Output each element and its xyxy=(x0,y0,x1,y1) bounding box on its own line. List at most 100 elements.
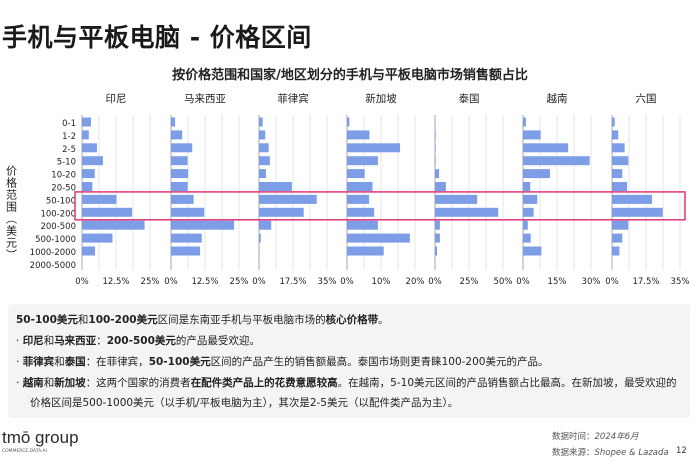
tick-label: 50% xyxy=(494,277,513,287)
bar-泰国-2-5 xyxy=(435,143,436,153)
bar-菲律宾-500-1000 xyxy=(259,233,261,243)
bar-六国-10-20 xyxy=(612,169,623,179)
tick-label: 12.5% xyxy=(191,277,218,287)
finding-emphasis: 泰国 xyxy=(64,356,86,368)
logo-text: tmō group xyxy=(2,428,79,447)
bar-菲律宾-100-200 xyxy=(259,207,304,217)
tick-label: 20% xyxy=(406,277,425,287)
bar-泰国-1-2 xyxy=(435,130,436,140)
tick-label: 17.5% xyxy=(632,277,659,287)
finding-emphasis: 马来西亚 xyxy=(54,335,97,347)
bar-新加坡-50-100 xyxy=(347,194,370,204)
bar-印尼-5-10 xyxy=(82,156,103,166)
finding-text: · xyxy=(16,335,23,347)
bar-新加坡-20-50 xyxy=(347,182,373,191)
bar-六国-100-200 xyxy=(612,207,663,217)
bar-印尼-10-20 xyxy=(82,169,95,179)
bar-菲律宾-10-20 xyxy=(259,169,266,179)
bar-马来西亚-1-2 xyxy=(171,130,183,140)
finding-emphasis: 印尼 xyxy=(22,335,44,347)
tick-label: 0% xyxy=(428,277,442,287)
bar-马来西亚-1000-2000 xyxy=(171,246,201,256)
bar-马来西亚-2-5 xyxy=(171,143,193,153)
bar-印尼-1000-2000 xyxy=(82,246,96,256)
bar-印尼-500-1000 xyxy=(82,233,113,243)
category-label: 500-1000 xyxy=(35,235,76,245)
bar-印尼-50-100 xyxy=(82,194,117,204)
category-label: 20-50 xyxy=(51,184,76,194)
bar-新加坡-10-20 xyxy=(347,169,365,179)
tick-label: 0% xyxy=(252,277,266,287)
finding-text: 和 xyxy=(54,356,65,368)
tick-label: 0% xyxy=(75,277,89,287)
bar-印尼-1-2 xyxy=(82,130,89,140)
bar-印尼-200-500 xyxy=(82,220,145,230)
tick-label: 30% xyxy=(582,277,601,287)
bar-泰国-200-500 xyxy=(435,220,440,230)
panel-title: 泰国 xyxy=(459,92,480,105)
tick-label: 0% xyxy=(164,277,178,287)
bar-泰国-10-20 xyxy=(435,169,440,179)
bar-新加坡-1-2 xyxy=(347,130,370,140)
finding-text: 和 xyxy=(43,335,55,347)
panel-title: 新加坡 xyxy=(365,92,397,105)
category-label: 2-5 xyxy=(62,145,76,155)
finding-emphasis: 50-100美元 xyxy=(16,314,78,326)
finding-text: 和 xyxy=(77,314,89,326)
finding-emphasis: 200-500美元 xyxy=(106,335,176,347)
bar-菲律宾-5-10 xyxy=(259,156,270,166)
category-label: 2000-5000 xyxy=(30,261,76,271)
bar-越南-50-100 xyxy=(523,194,538,204)
finding-text: 区间是东南亚手机与平板电脑市场的 xyxy=(157,314,326,326)
tick-label: 0% xyxy=(605,277,619,287)
bar-越南-5-10 xyxy=(523,156,590,166)
finding-text: 和 xyxy=(43,377,55,389)
finding-text: · xyxy=(16,377,23,389)
tick-label: 35% xyxy=(318,277,337,287)
y-axis-label: 价格范围（美元） xyxy=(5,165,18,261)
panel-title: 印尼 xyxy=(106,93,127,105)
finding-text: 的产品最受欢迎。 xyxy=(175,335,260,347)
finding-emphasis: 50-100美元 xyxy=(148,356,211,368)
finding-line: · 菲律宾和泰国：在菲律宾，50-100美元区间的产品产生的销售额最高。泰国市场… xyxy=(16,354,548,369)
bar-新加坡-100-200 xyxy=(347,207,375,217)
panel-title: 六国 xyxy=(636,93,657,105)
bar-新加坡-0-1 xyxy=(347,117,350,127)
bar-越南-0-1 xyxy=(523,117,526,127)
bar-泰国-500-1000 xyxy=(435,233,440,243)
finding-emphasis: 新加坡 xyxy=(54,377,86,389)
bar-越南-1000-2000 xyxy=(523,246,542,256)
finding-emphasis: 核心价格带 xyxy=(325,314,379,326)
bar-新加坡-2-5 xyxy=(347,143,401,153)
finding-line: · 印尼和马来西亚：200-500美元的产品最受欢迎。 xyxy=(16,333,260,348)
bar-越南-200-500 xyxy=(523,220,528,230)
bar-六国-0-1 xyxy=(612,117,615,127)
finding-emphasis: 菲律宾 xyxy=(22,356,55,368)
tick-label: 25% xyxy=(460,277,479,287)
bar-新加坡-200-500 xyxy=(347,220,378,230)
logo-tagline: COMMERCE.DATA.AI xyxy=(2,449,47,454)
bar-泰国-50-100 xyxy=(435,194,478,204)
chart-title: 按价格范围和国家/地区划分的手机与平板电脑市场销售额占比 xyxy=(172,68,528,83)
bar-六国-500-1000 xyxy=(612,233,623,243)
bar-印尼-20-50 xyxy=(82,182,93,191)
bar-印尼-100-200 xyxy=(82,207,133,217)
bar-越南-500-1000 xyxy=(523,233,531,243)
bar-印尼-0-1 xyxy=(82,117,91,127)
finding-text: 区间的产品产生的销售额最高。泰国市场则更青睐100-200美元的产品。 xyxy=(210,356,549,368)
key-findings-box xyxy=(8,304,690,418)
bar-马来西亚-50-100 xyxy=(171,194,194,204)
page-number: 12 xyxy=(676,446,687,456)
bar-菲律宾-20-50 xyxy=(259,182,292,191)
bar-马来西亚-5-10 xyxy=(171,156,188,166)
bar-马来西亚-10-20 xyxy=(171,169,189,179)
bar-越南-10-20 xyxy=(523,169,550,179)
panel-title: 菲律宾 xyxy=(277,92,309,105)
bar-六国-5-10 xyxy=(612,156,629,166)
category-label: 0-1 xyxy=(62,119,76,129)
bar-泰国-1000-2000 xyxy=(435,246,438,256)
bar-泰国-100-200 xyxy=(435,207,499,217)
category-label: 10-20 xyxy=(51,171,76,181)
finding-text: 。在越南，5-10美元区间的产品销售额占比最高。在新加坡，最受欢迎的 xyxy=(337,377,677,389)
bar-六国-1000-2000 xyxy=(612,246,620,256)
